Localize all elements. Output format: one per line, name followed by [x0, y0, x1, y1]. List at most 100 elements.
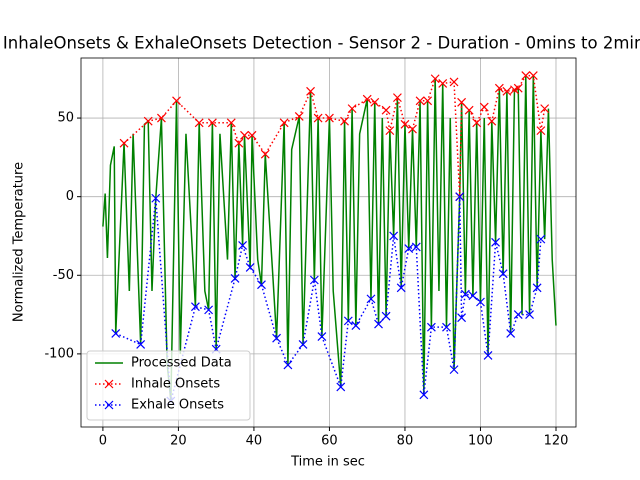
marker — [396, 283, 406, 293]
marker — [207, 118, 217, 128]
marker — [309, 275, 319, 285]
marker — [190, 302, 200, 312]
marker — [457, 97, 467, 107]
marker — [381, 311, 391, 321]
marker — [411, 242, 421, 252]
x-tick-label: 100 — [468, 434, 493, 449]
marker — [272, 333, 282, 343]
marker — [366, 294, 376, 304]
marker — [498, 269, 508, 279]
marker — [513, 83, 523, 93]
marker — [260, 149, 270, 159]
marker — [351, 321, 361, 331]
marker — [313, 113, 323, 123]
legend-marker — [104, 400, 114, 410]
marker — [540, 104, 550, 114]
marker — [479, 102, 489, 112]
marker — [294, 112, 304, 121]
y-tick-label: 0 — [66, 189, 74, 204]
legend-label: Exhale Onsets — [131, 398, 224, 413]
marker — [468, 291, 478, 301]
marker — [536, 126, 546, 136]
marker — [404, 244, 414, 253]
marker — [374, 319, 383, 329]
legend-label: Processed Data — [131, 356, 232, 371]
marker — [455, 192, 465, 202]
marker — [494, 83, 504, 93]
legend-box — [86, 350, 251, 421]
marker — [172, 96, 181, 106]
legend-label: Inhale Onsets — [131, 377, 220, 392]
marker — [400, 119, 410, 129]
marker — [136, 340, 146, 349]
marker — [143, 116, 153, 126]
marker — [423, 96, 433, 106]
marker — [438, 79, 448, 88]
axes-frame — [80, 57, 577, 428]
marker — [151, 193, 161, 203]
marker — [119, 138, 129, 148]
marker — [442, 322, 451, 332]
marker — [298, 340, 308, 349]
marker — [457, 313, 467, 323]
marker — [449, 365, 459, 375]
x-axis-label: Time in sec — [290, 455, 365, 470]
marker — [240, 130, 249, 140]
marker — [513, 310, 523, 320]
marker — [306, 86, 315, 96]
marker — [532, 283, 542, 293]
series-line — [102, 75, 557, 402]
y-tick-label: -100 — [44, 346, 74, 361]
marker — [536, 234, 546, 244]
x-tick-label: 0 — [99, 434, 107, 449]
marker — [381, 105, 391, 115]
y-tick-label: -50 — [53, 268, 74, 283]
marker — [408, 124, 417, 134]
marker — [226, 118, 236, 128]
marker — [204, 305, 214, 315]
marker — [370, 97, 380, 107]
marker — [528, 71, 538, 81]
y-tick-label: 50 — [57, 111, 74, 126]
marker — [336, 382, 346, 392]
marker — [521, 71, 531, 81]
marker — [111, 329, 121, 338]
marker — [245, 262, 255, 272]
marker — [419, 390, 429, 400]
marker — [430, 74, 440, 84]
chart-title: InhaleOnsets & ExhaleOnsets Detection - … — [3, 34, 640, 53]
marker — [392, 93, 402, 103]
series-group — [102, 71, 557, 406]
marker — [483, 351, 493, 360]
marker — [247, 130, 257, 140]
marker — [257, 280, 266, 290]
marker — [325, 113, 334, 123]
marker — [234, 138, 244, 148]
marker — [340, 116, 349, 126]
marker — [476, 297, 485, 307]
marker — [460, 289, 470, 299]
marker — [415, 96, 425, 106]
marker — [156, 113, 166, 123]
marker — [194, 118, 204, 128]
x-tick-label: 120 — [544, 434, 569, 449]
marker — [464, 105, 474, 115]
marker — [385, 126, 395, 136]
x-tick-label: 60 — [321, 434, 338, 449]
x-tick-label: 20 — [170, 434, 187, 449]
legend-marker — [104, 379, 114, 389]
marker — [502, 86, 512, 96]
marker — [283, 360, 293, 370]
marker — [491, 237, 501, 247]
marker — [487, 116, 497, 126]
marker — [279, 118, 289, 128]
marker — [347, 104, 357, 114]
marker — [426, 322, 436, 332]
y-axis-label: Normalized Temperature — [12, 162, 27, 322]
marker — [362, 94, 372, 104]
marker — [389, 231, 399, 241]
marker — [472, 118, 482, 128]
x-tick-label: 40 — [246, 434, 263, 449]
marker — [506, 329, 516, 338]
